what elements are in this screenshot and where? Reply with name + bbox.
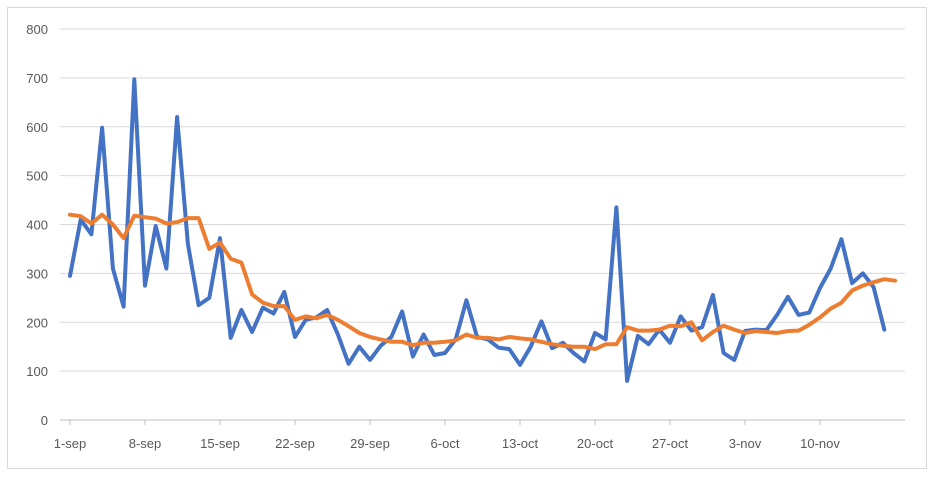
x-tick-label: 22-sep — [275, 436, 315, 451]
x-tick-label: 8-sep — [129, 436, 162, 451]
y-tick-label: 600 — [26, 120, 48, 135]
y-tick-label: 0 — [41, 413, 48, 428]
x-axis-ticks: 1-sep 8-sep 15-sep 22-sep 29-sep 6-oct 13-oct 2… — [54, 420, 840, 451]
x-tick-label: 6-oct — [431, 436, 460, 451]
x-tick-label: 10-nov — [800, 436, 840, 451]
y-tick-label: 700 — [26, 71, 48, 86]
series-line-2 — [68, 212, 897, 352]
x-tick-label: 27-oct — [652, 436, 689, 451]
gridlines — [60, 28, 905, 372]
y-tick-label: 500 — [26, 169, 48, 184]
series-line-1 — [68, 77, 887, 383]
y-tick-label: 800 — [26, 22, 48, 37]
x-tick-label: 15-sep — [200, 436, 240, 451]
x-tick-label: 20-oct — [577, 436, 614, 451]
y-tick-label: 400 — [26, 218, 48, 233]
y-tick-label: 100 — [26, 364, 48, 379]
y-tick-label: 300 — [26, 266, 48, 281]
y-axis-ticks: 0 100 200 300 400 500 600 700 800 — [26, 22, 48, 428]
x-tick-label: 1-sep — [54, 436, 87, 451]
x-tick-label: 29-sep — [350, 436, 390, 451]
x-tick-label: 13-oct — [502, 436, 539, 451]
y-tick-label: 200 — [26, 315, 48, 330]
x-tick-label: 3-nov — [729, 436, 762, 451]
series-lines — [68, 77, 897, 383]
